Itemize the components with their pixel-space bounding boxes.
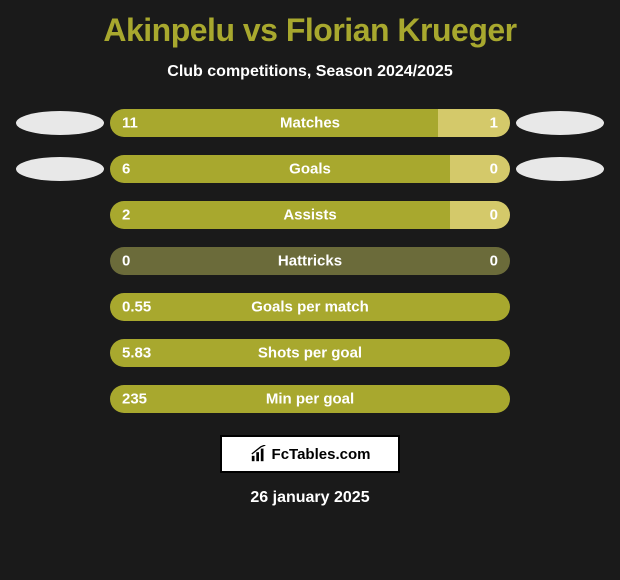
stat-value-left: 2 (122, 207, 130, 224)
stat-row: 111Matches (10, 109, 610, 137)
stat-value-left: 6 (122, 161, 130, 178)
stat-value-right: 1 (490, 115, 498, 132)
stat-bar: 5.83Shots per goal (110, 339, 510, 367)
player-left-placeholder (10, 157, 110, 181)
stat-bar: 00Hattricks (110, 247, 510, 275)
date-label: 26 january 2025 (0, 489, 620, 507)
bar-fill-left (110, 385, 510, 413)
bar-fill-right (438, 109, 510, 137)
player-ellipse (516, 157, 604, 181)
bar-fill-left (110, 339, 510, 367)
bar-fill-left (110, 109, 438, 137)
bar-fill-left (110, 247, 310, 275)
fctables-logo[interactable]: FcTables.com (220, 435, 400, 473)
bar-fill-right (450, 201, 510, 229)
stat-value-left: 0.55 (122, 299, 151, 316)
stat-value-left: 5.83 (122, 345, 151, 362)
comparison-title: Akinpelu vs Florian Krueger (0, 0, 620, 49)
player-left-placeholder (10, 111, 110, 135)
player-ellipse (516, 111, 604, 135)
comparison-subtitle: Club competitions, Season 2024/2025 (0, 63, 620, 81)
stats-container: 111Matches60Goals20Assists00Hattricks0.5… (0, 109, 620, 413)
bar-fill-left (110, 201, 450, 229)
stat-value-right: 0 (490, 207, 498, 224)
bar-fill-right (450, 155, 510, 183)
chart-icon (250, 445, 268, 463)
stat-value-left: 11 (122, 115, 138, 132)
player-right-placeholder (510, 111, 610, 135)
stat-value-right: 0 (490, 253, 498, 270)
stat-row: 60Goals (10, 155, 610, 183)
bar-fill-left (110, 155, 450, 183)
logo-text: FcTables.com (272, 446, 371, 463)
stat-bar: 20Assists (110, 201, 510, 229)
stat-row: 20Assists (10, 201, 610, 229)
stat-row: 00Hattricks (10, 247, 610, 275)
stat-row: 235Min per goal (10, 385, 610, 413)
bar-fill-left (110, 293, 510, 321)
bar-fill-right (310, 247, 510, 275)
stat-value-right: 0 (490, 161, 498, 178)
stat-row: 0.55Goals per match (10, 293, 610, 321)
player-right-placeholder (510, 157, 610, 181)
stat-value-left: 0 (122, 253, 130, 270)
stat-value-left: 235 (122, 391, 147, 408)
player-ellipse (16, 157, 104, 181)
stat-bar: 111Matches (110, 109, 510, 137)
player-ellipse (16, 111, 104, 135)
stat-bar: 0.55Goals per match (110, 293, 510, 321)
stat-bar: 235Min per goal (110, 385, 510, 413)
stat-row: 5.83Shots per goal (10, 339, 610, 367)
stat-bar: 60Goals (110, 155, 510, 183)
